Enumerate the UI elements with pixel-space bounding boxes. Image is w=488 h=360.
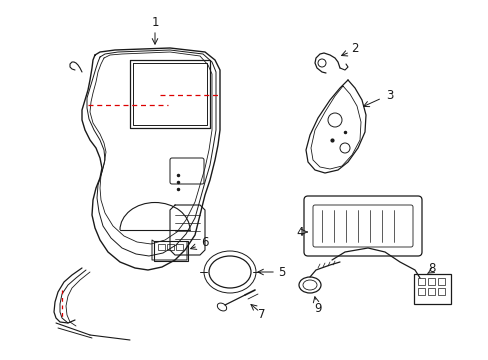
Text: 3: 3 [386, 89, 393, 102]
Text: 1: 1 [151, 15, 159, 28]
Text: 9: 9 [314, 302, 321, 315]
Text: 5: 5 [278, 266, 285, 279]
Text: 4: 4 [296, 225, 303, 239]
Text: 2: 2 [350, 41, 358, 54]
Text: 7: 7 [258, 309, 265, 321]
Text: 6: 6 [201, 235, 208, 248]
Text: 8: 8 [427, 261, 435, 274]
